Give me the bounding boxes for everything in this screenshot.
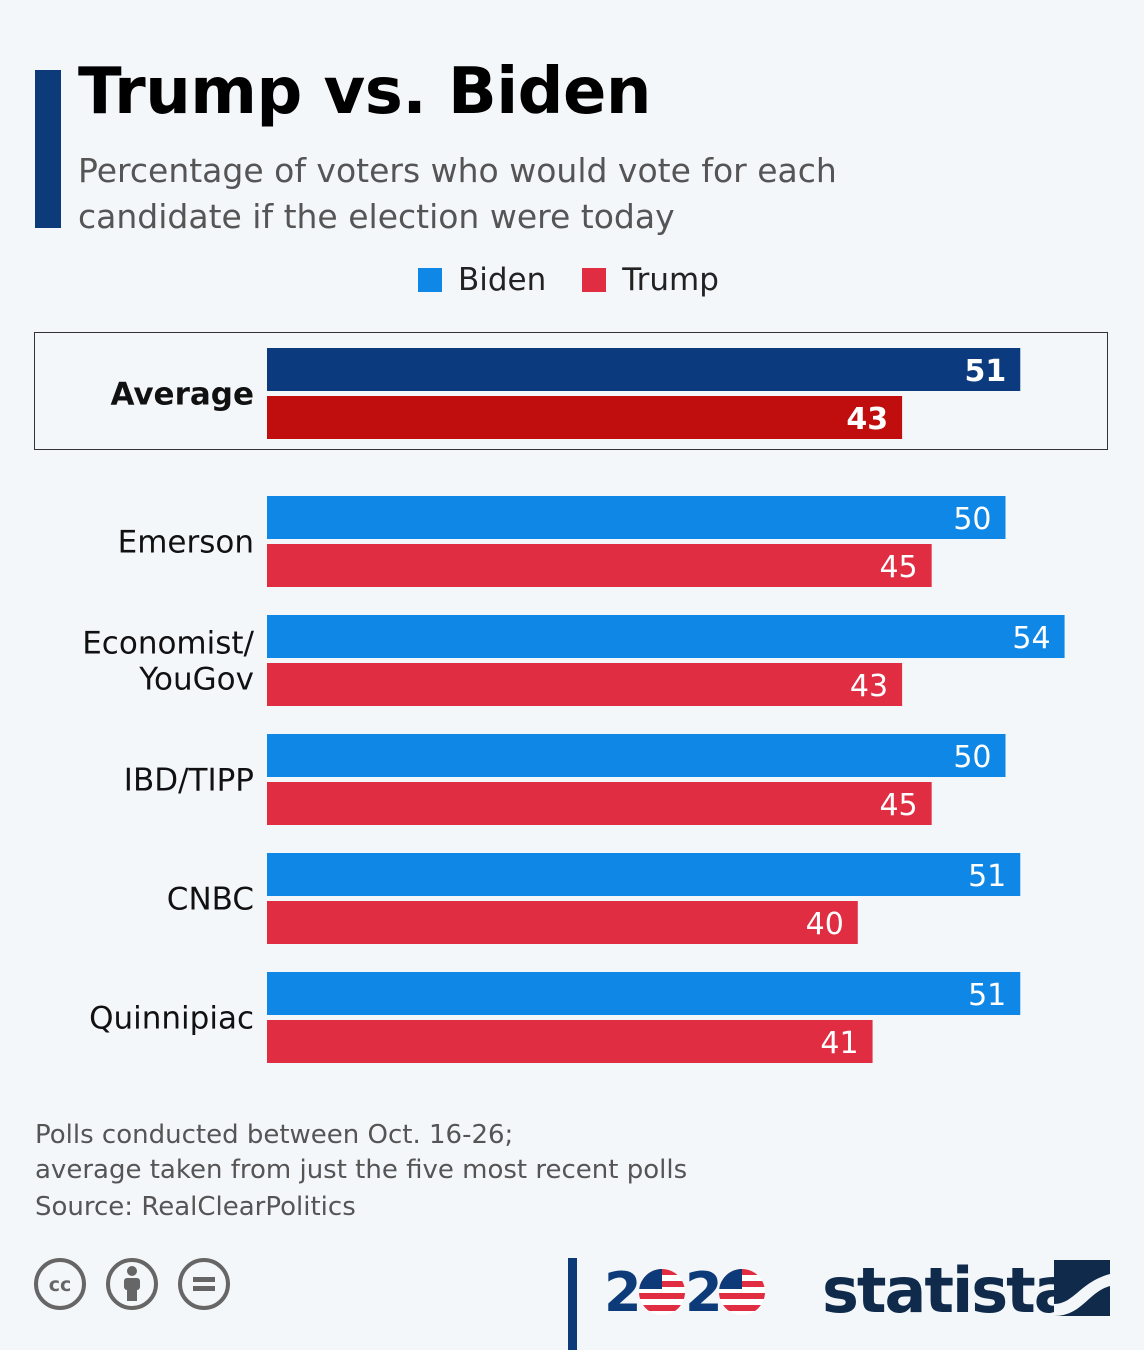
- svg-text:cc: cc: [49, 1274, 72, 1296]
- legend: Biden Trump: [418, 262, 755, 298]
- category-label-cnbc: CNBC: [167, 882, 254, 918]
- bar-biden-ibd-tipp: [267, 734, 1006, 777]
- statista-mark-icon: [1054, 1260, 1110, 1316]
- flag-circle-icon: [719, 1269, 765, 1315]
- bar-biden-average: [267, 348, 1021, 391]
- bar-biden-economist-yougov: [267, 615, 1065, 658]
- legend-item-trump: Trump: [582, 262, 719, 298]
- bar-trump-average: [267, 396, 903, 439]
- legend-label-trump: Trump: [622, 262, 719, 298]
- value-label-trump-emerson: 45: [879, 550, 917, 585]
- logo-2020-bar: [568, 1258, 577, 1350]
- category-label-emerson: Emerson: [118, 525, 254, 561]
- footnote: Polls conducted between Oct. 16-26; aver…: [35, 1118, 687, 1188]
- category-label-average: Average: [110, 377, 254, 413]
- footnote-line-2: average taken from just the five most re…: [35, 1155, 688, 1185]
- statista-wordmark: statista: [822, 1254, 1074, 1324]
- value-label-biden-cnbc: 51: [968, 859, 1006, 894]
- value-label-trump-cnbc: 40: [806, 907, 844, 942]
- bar-trump-emerson: [267, 544, 932, 587]
- bar-biden-quinnipiac: [267, 972, 1021, 1015]
- chart-title: Trump vs. Biden: [78, 55, 651, 129]
- value-label-trump-average: 43: [846, 402, 888, 437]
- bar-trump-ibd-tipp: [267, 782, 932, 825]
- value-label-trump-economist-yougov: 43: [850, 669, 888, 704]
- bar-trump-economist-yougov: [267, 663, 903, 706]
- bar-trump-quinnipiac: [267, 1020, 873, 1063]
- statista-logo: statista: [822, 1254, 1110, 1324]
- value-label-biden-ibd-tipp: 50: [953, 740, 991, 775]
- no-derivatives-icon[interactable]: [178, 1258, 230, 1310]
- value-label-biden-emerson: 50: [953, 502, 991, 537]
- bar-biden-emerson: [267, 496, 1006, 539]
- logo-2020-digit-2b: 2: [685, 1261, 723, 1324]
- chart-subtitle: Percentage of voters who would vote for …: [78, 151, 837, 236]
- value-label-trump-ibd-tipp: 45: [879, 788, 917, 823]
- title-accent-bar: [35, 70, 61, 228]
- bar-trump-cnbc: [267, 901, 858, 944]
- bar-chart: Average 51 43 Emerson 50 45 Economist/YouGov 54…: [82, 348, 1065, 1063]
- logo-2020-digit-2a: 2: [604, 1261, 642, 1324]
- bar-biden-cnbc: [267, 853, 1021, 896]
- legend-item-biden: Biden: [418, 262, 546, 298]
- value-label-biden-average: 51: [965, 354, 1007, 389]
- value-label-biden-quinnipiac: 51: [968, 978, 1006, 1013]
- category-label-ibd-tipp: IBD/TIPP: [124, 763, 254, 799]
- license-icons: cc: [34, 1258, 250, 1310]
- category-label-economist-yougov-line-2: YouGov: [138, 662, 254, 698]
- footnote-line-1: Polls conducted between Oct. 16-26;: [35, 1120, 514, 1150]
- value-label-trump-quinnipiac: 41: [820, 1026, 858, 1061]
- election-2020-logo: 2 2: [568, 1258, 765, 1350]
- category-label-quinnipiac: Quinnipiac: [89, 1001, 254, 1037]
- attribution-icon[interactable]: [106, 1258, 158, 1310]
- flag-circle-icon: [639, 1269, 685, 1315]
- source-text: Source: RealClearPolitics: [35, 1192, 356, 1222]
- legend-swatch-biden: [418, 268, 442, 292]
- cc-icon[interactable]: cc: [34, 1258, 86, 1310]
- legend-swatch-trump: [582, 268, 607, 292]
- average-highlight-box: [34, 332, 1108, 450]
- category-label-economist-yougov-line-1: Economist/: [82, 626, 254, 662]
- legend-label-biden: Biden: [458, 262, 547, 298]
- value-label-biden-economist-yougov: 54: [1012, 621, 1050, 656]
